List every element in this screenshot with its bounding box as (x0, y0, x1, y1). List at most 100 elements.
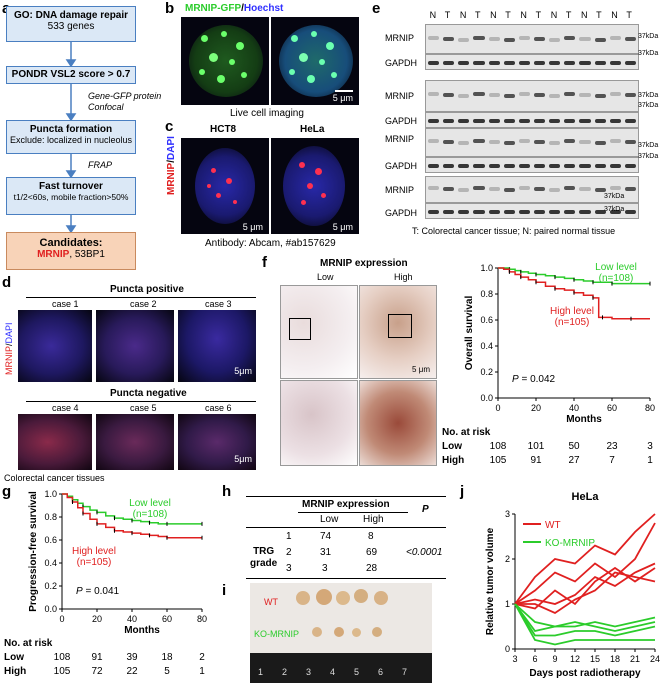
x-tick-label: 80 (645, 403, 655, 413)
panel-c-cell1: HCT8 (210, 124, 237, 135)
x-tick-label: 60 (162, 614, 172, 624)
lane-label: N (550, 10, 558, 20)
blot-band (488, 119, 500, 123)
legend-low-line1: Low level (595, 262, 637, 273)
blot-band (549, 61, 561, 65)
panel-d-caption: Colorectal cancer tissues (4, 473, 105, 483)
blot-band (518, 210, 530, 214)
blot-band (594, 119, 606, 123)
blot-band (488, 210, 500, 214)
blot-band (594, 61, 606, 65)
blot-gapdh-3 (425, 157, 639, 173)
table-head-rule (246, 527, 446, 528)
x-tick-label: 24 (650, 654, 660, 664)
volume-chart-title: HeLa (572, 491, 600, 503)
marker-4b: 37kDa (604, 206, 625, 213)
blot-band (443, 210, 455, 214)
blot-mrnip-2 (425, 80, 639, 112)
blot-band (458, 164, 470, 168)
p-value: P = 0.041 (76, 586, 120, 597)
panel-d-case2: case 2 (130, 299, 157, 309)
blot-band (473, 92, 485, 97)
blot-band (458, 61, 470, 65)
blot-band (534, 36, 546, 41)
panel-d-scale-label-2: 5μm (234, 454, 252, 464)
blot-band (579, 61, 591, 65)
legend-low-line2: (n=108) (133, 509, 168, 520)
marker-1a: 37kDa (638, 33, 659, 40)
blot-band (534, 210, 546, 214)
y-tick-label: 2 (505, 554, 510, 564)
panel-d-scale-label-1: 5μm (234, 366, 252, 376)
volume-series-line (514, 603, 656, 637)
blot-band (503, 188, 515, 193)
blot-band (428, 186, 440, 191)
risk-high-value: 105 (54, 666, 71, 677)
risk-title: No. at risk (4, 638, 53, 649)
blot-band (609, 61, 621, 65)
ihc-low-zoom (280, 380, 358, 466)
ruler-label: 7 (402, 667, 408, 677)
panel-b-title-hoechst: Hoechst (243, 3, 284, 14)
flow-box-go: GO: DNA damage repair 533 genes (6, 6, 136, 42)
lane-label: T (535, 10, 542, 20)
panel-d-case1: case 1 (52, 299, 79, 309)
blot-band (549, 37, 561, 42)
candidate-gene-53bp1: , 53BP1 (69, 249, 105, 260)
y-tick-label: 3 (505, 509, 510, 519)
risk-high-value: 5 (164, 666, 170, 677)
blot-band (624, 164, 636, 168)
blot-band (534, 61, 546, 65)
lane-label: N (581, 10, 588, 20)
blot-band (503, 94, 515, 99)
blot-band (594, 37, 606, 42)
blot-band (473, 35, 485, 40)
table-low-3: 3 (322, 563, 328, 574)
flow-box-candidates: Candidates: MRNIP, 53BP1 (6, 232, 136, 270)
blot-band (473, 139, 485, 144)
x-tick-label: 40 (127, 614, 137, 624)
marker-2a: 37kDa (638, 92, 659, 99)
table-grade-2: 2 (286, 547, 292, 558)
blot-band (549, 141, 561, 146)
table-grade-3: 3 (286, 563, 292, 574)
table-grade-1: 1 (286, 531, 292, 542)
x-tick-label: 3 (512, 654, 517, 664)
panel-f-high: High (394, 272, 413, 282)
panel-b-scale-bar (335, 90, 353, 92)
blot-label-mrnip-2: MRNIP (385, 91, 414, 101)
panel-c-scale-label-2: 5 μm (332, 222, 353, 232)
x-tick-label: 20 (531, 403, 541, 413)
blot-band (594, 94, 606, 99)
tumor-photo: WT KO-MRNIP 1 2 3 4 5 6 7 (250, 583, 432, 683)
panel-c-side-mrnip: MRNIP (166, 162, 177, 195)
panel-h-label: h (222, 483, 232, 500)
blot-band (443, 187, 455, 192)
y-tick-label: 1.0 (44, 489, 57, 499)
blot-band (609, 119, 621, 123)
km-pfs-chart: 0.0 0.2 0.4 0.6 0.8 1.0 0 20 40 60 80 Months Progres… (4, 489, 207, 677)
panel-j-label: j (460, 483, 465, 500)
panel-c-caption: Antibody: Abcam, #ab157629 (205, 238, 336, 249)
blot-band (518, 164, 530, 168)
risk-low-value: 23 (606, 441, 618, 452)
x-axis-label: Days post radiotherapy (529, 668, 641, 679)
y-tick-label: 0.2 (480, 367, 493, 377)
ihc-low-overview (280, 285, 358, 379)
x-tick-label: 60 (607, 403, 617, 413)
panel-d-case5: case 5 (130, 403, 157, 413)
blot-band (624, 187, 636, 192)
table-row-group-1: TRG (253, 546, 275, 557)
legend-high-line2: (n=105) (77, 557, 112, 568)
x-tick-label: 15 (590, 654, 600, 664)
flow-box-pondr: PONDR VSL2 score > 0.7 (6, 66, 136, 84)
blot-band (488, 61, 500, 65)
flow-box-candidates-title: Candidates: (39, 237, 103, 249)
blot-band (564, 139, 576, 144)
blot-gapdh-1 (425, 54, 639, 70)
blot-gapdh-2 (425, 112, 639, 128)
table-col-high: High (363, 514, 384, 525)
blot-band (534, 187, 546, 192)
